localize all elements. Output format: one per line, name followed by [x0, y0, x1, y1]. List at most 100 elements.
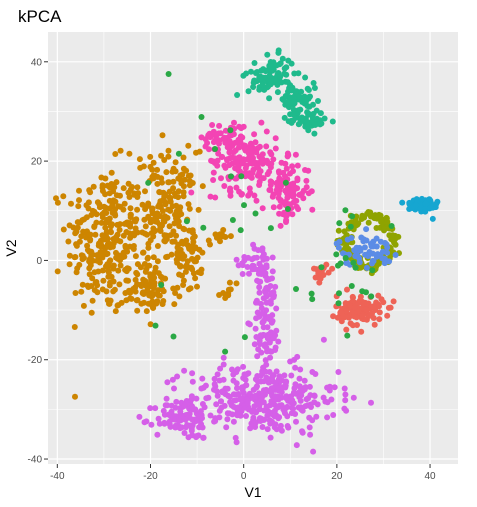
data-point: [264, 324, 271, 331]
data-point: [154, 212, 161, 219]
data-point: [413, 202, 419, 209]
data-point: [169, 238, 176, 245]
data-point: [324, 414, 331, 421]
data-point: [288, 372, 295, 379]
data-point: [351, 313, 358, 320]
data-point: [234, 409, 241, 415]
data-point: [246, 270, 252, 277]
data-point: [173, 256, 180, 263]
data-point: [381, 255, 388, 262]
data-point: [369, 267, 376, 274]
data-point: [352, 253, 359, 260]
data-point: [375, 292, 382, 299]
data-point: [195, 269, 202, 276]
data-point: [235, 262, 242, 269]
data-point: [144, 255, 151, 262]
data-point: [315, 270, 322, 277]
data-point: [241, 334, 248, 341]
data-point: [275, 415, 282, 422]
data-point: [281, 70, 288, 77]
data-point: [290, 405, 297, 412]
y-tick-label: -20: [28, 355, 43, 366]
data-point: [128, 295, 135, 302]
data-point: [108, 169, 115, 176]
data-point: [284, 423, 291, 429]
data-point: [376, 316, 383, 323]
data-point: [328, 396, 335, 403]
data-point: [214, 371, 221, 378]
data-point: [170, 185, 177, 192]
data-point: [142, 223, 149, 230]
data-point: [311, 85, 318, 91]
data-point: [134, 184, 141, 191]
data-point: [296, 383, 303, 390]
data-point: [345, 245, 352, 252]
data-point: [91, 224, 98, 230]
data-point: [76, 197, 82, 204]
data-point: [118, 299, 125, 306]
data-point: [269, 410, 276, 417]
data-point: [263, 255, 270, 262]
data-point: [259, 81, 266, 88]
data-point: [252, 210, 259, 217]
data-point: [371, 321, 378, 328]
data-point: [329, 265, 336, 272]
data-point: [115, 267, 122, 274]
data-point: [226, 149, 233, 156]
data-point: [204, 140, 211, 146]
data-point: [350, 394, 357, 401]
data-point: [217, 238, 223, 245]
data-point: [231, 119, 237, 126]
data-point: [72, 393, 78, 400]
data-point: [275, 190, 282, 197]
data-point: [172, 290, 179, 296]
data-point: [227, 233, 234, 240]
data-point: [155, 415, 162, 422]
data-point: [181, 430, 188, 436]
y-tick-label: 40: [31, 57, 43, 68]
data-point: [156, 420, 163, 427]
data-point: [361, 244, 368, 251]
data-point: [151, 279, 158, 286]
chart-title: kPCA: [18, 7, 62, 26]
data-point: [241, 257, 248, 264]
data-point: [161, 157, 168, 163]
data-point: [216, 122, 223, 129]
data-point: [216, 140, 222, 147]
data-point: [230, 418, 237, 425]
data-point: [150, 159, 157, 166]
data-point: [164, 379, 171, 386]
data-point: [54, 199, 61, 206]
data-point: [350, 259, 357, 266]
data-point: [252, 409, 259, 416]
data-point: [239, 160, 246, 167]
data-point: [268, 63, 275, 70]
data-point: [281, 114, 288, 121]
data-point: [286, 210, 293, 217]
data-point: [282, 179, 289, 186]
data-point: [370, 304, 377, 310]
data-point: [373, 235, 380, 242]
data-point: [240, 123, 247, 130]
data-point: [83, 202, 90, 209]
data-point: [166, 223, 173, 230]
data-point: [289, 181, 296, 188]
data-point: [224, 385, 231, 392]
data-point: [187, 172, 194, 179]
data-point: [107, 257, 114, 264]
data-point: [284, 206, 291, 212]
data-point: [78, 233, 85, 240]
data-point: [283, 404, 290, 411]
data-point: [230, 403, 237, 410]
x-tick-label: -20: [143, 471, 158, 482]
data-point: [173, 232, 180, 239]
data-point: [317, 275, 324, 282]
data-point: [183, 218, 190, 225]
data-point: [147, 405, 154, 412]
data-point: [94, 257, 100, 264]
data-point: [189, 403, 195, 410]
data-point: [142, 188, 148, 195]
data-point: [238, 173, 245, 180]
data-point: [263, 285, 270, 292]
data-point: [257, 75, 264, 82]
